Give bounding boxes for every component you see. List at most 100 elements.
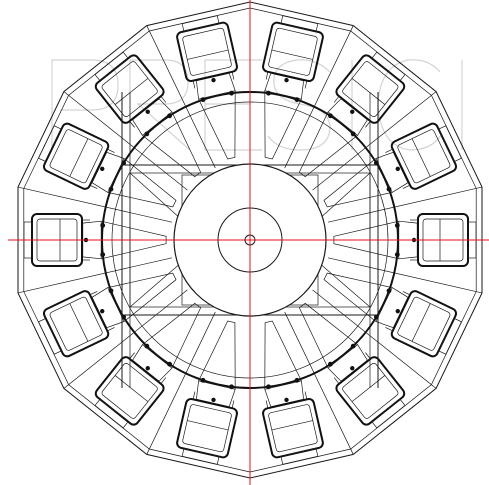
hopper-4	[94, 352, 167, 429]
hopper-5	[38, 290, 115, 358]
ring-bolt-2-1	[266, 384, 271, 390]
sector-divider-7	[17, 186, 173, 223]
sector-divider-4	[146, 311, 216, 455]
weigh-head-hoppers	[23, 15, 477, 465]
ring-bolt-8-1	[167, 113, 173, 119]
hopper-tab	[371, 51, 406, 82]
hopper-tab	[94, 51, 129, 82]
ring-bolt-1-0	[350, 343, 356, 349]
hopper-pivot	[100, 166, 105, 172]
hopper-gate-line	[271, 49, 313, 60]
hopper-tab	[371, 398, 406, 429]
watermark	[51, 59, 463, 151]
hopper-1	[333, 352, 406, 429]
hopper-tab	[280, 448, 319, 465]
hopper-inner	[268, 27, 318, 76]
hopper-inner	[342, 363, 399, 419]
hopper-arm	[333, 377, 340, 385]
ring-bolt-8-0	[144, 131, 150, 137]
hopper-tab	[38, 125, 62, 163]
hopper-gate-line	[187, 420, 229, 431]
hopper-gate-line	[351, 375, 386, 402]
hopper-arm	[265, 71, 269, 80]
hopper-arm	[160, 377, 167, 385]
sector-divider-0	[327, 257, 483, 294]
sector-divider-11	[284, 25, 354, 169]
hopper-12	[385, 122, 462, 190]
hopper-arm	[107, 148, 115, 153]
hopper-arm	[107, 327, 115, 332]
hopper-11	[333, 51, 406, 128]
hopper-arm	[304, 80, 308, 89]
sector-divider-12	[312, 91, 437, 191]
hopper-pivot	[211, 77, 216, 83]
watermark-stroke-1	[129, 59, 191, 151]
hopper-arm	[402, 291, 411, 296]
hopper-9	[176, 15, 238, 89]
watermark-stroke-0	[51, 59, 119, 150]
hopper-2	[262, 391, 324, 465]
hopper-body	[390, 290, 458, 358]
feed-chute-4	[141, 302, 202, 369]
ring-bolt-3-1	[200, 377, 206, 383]
hopper-arm	[304, 391, 308, 400]
hopper-arm	[333, 95, 340, 103]
hopper-arm	[231, 400, 235, 409]
sector-divider-6	[17, 257, 173, 294]
sector-divider-8	[63, 91, 188, 191]
brace	[317, 261, 371, 308]
ring-bolt-0-0	[386, 288, 392, 294]
hopper-tab	[280, 15, 319, 32]
hopper-10	[262, 15, 324, 89]
hopper-inner	[397, 296, 451, 351]
hopper-tab	[181, 448, 220, 465]
hopper-arm	[129, 352, 135, 360]
hopper-gate-line	[411, 303, 431, 342]
ring-bolt-10-0	[266, 90, 271, 96]
hopper-tab	[438, 317, 462, 355]
hopper-pivot	[145, 109, 150, 114]
ring-bolt-12-1	[386, 186, 392, 192]
hopper-pivot	[145, 366, 150, 371]
hopper-tab	[438, 125, 462, 163]
hopper-pivot	[100, 308, 105, 314]
sector-divider-9	[146, 25, 216, 169]
sector-divider-2	[284, 311, 354, 455]
hopper-inner	[342, 61, 399, 117]
ring-bolt-7-0	[108, 186, 114, 192]
hopper-gate-line	[351, 78, 386, 105]
hopper-arm	[385, 327, 393, 332]
hopper-gate-line	[69, 303, 89, 342]
ring-bolt-4-1	[144, 343, 150, 349]
hopper-gate-line	[411, 138, 431, 177]
ring-bolt-9-0	[200, 97, 206, 103]
watermark-stroke-5	[377, 59, 443, 151]
hopper-inner	[101, 61, 158, 117]
ring-bolt-9-1	[229, 90, 234, 96]
hopper-body	[42, 290, 110, 358]
hopper-arm	[129, 120, 135, 128]
brace	[129, 172, 183, 221]
hopper-arm	[231, 71, 235, 80]
hopper-3	[176, 391, 238, 465]
hopper-arm	[365, 352, 371, 360]
brace	[317, 172, 371, 221]
hopper-8	[94, 51, 167, 128]
ring-bolt-1-1	[328, 361, 333, 367]
hopper-arm	[89, 291, 98, 296]
hopper-pivot	[395, 308, 400, 314]
ring-bolt-2-0	[294, 377, 300, 383]
hopper-pivot	[350, 109, 355, 114]
ring-bolt-13-1	[394, 252, 400, 257]
hopper-body	[390, 122, 458, 190]
hopper-pivot	[350, 366, 355, 371]
feed-chute-1	[298, 302, 359, 369]
sector-divider-1	[312, 289, 437, 389]
hopper-inner	[49, 296, 103, 351]
hopper-arm	[402, 184, 411, 189]
hopper-gate-line	[187, 49, 229, 60]
hopper-tab	[181, 15, 220, 32]
hopper-0	[385, 290, 462, 358]
sector-divider-5	[63, 289, 188, 389]
